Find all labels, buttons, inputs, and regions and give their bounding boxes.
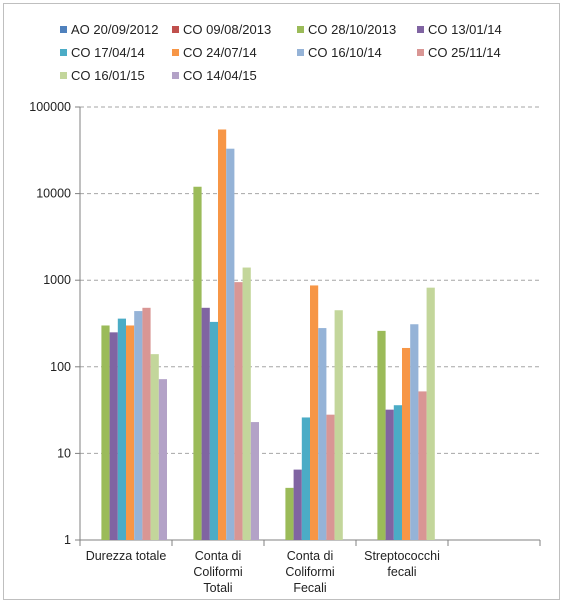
bar: [142, 307, 151, 540]
bar: [393, 405, 402, 540]
x-category-line: Durezza totale: [86, 549, 167, 563]
bar: [234, 282, 243, 540]
bar: [209, 321, 218, 540]
legend-label: CO 13/01/14: [428, 22, 502, 37]
bar: [426, 287, 435, 540]
legend-item: CO 24/07/14: [172, 45, 257, 61]
bar: [250, 422, 259, 540]
x-category-label: Durezza totale: [86, 549, 167, 563]
legend-swatch: [297, 26, 304, 33]
x-category-line: Coliformi: [285, 565, 334, 579]
bar: [126, 325, 135, 540]
bar: [218, 129, 227, 540]
bar: [293, 469, 302, 540]
legend-label: CO 16/01/15: [71, 68, 145, 83]
y-tick-label: 10000: [36, 187, 71, 201]
bar: [377, 330, 386, 540]
bar: [101, 325, 110, 540]
legend-item: CO 25/11/14: [417, 45, 501, 61]
legend-item: AO 20/09/2012: [60, 22, 158, 38]
bar: [334, 310, 343, 540]
x-category-label: Conta di Coliformi Fecali: [285, 549, 334, 595]
bar: [326, 414, 335, 540]
bar: [193, 186, 202, 540]
y-tick-label: 1000: [43, 273, 71, 287]
legend-swatch: [172, 49, 179, 56]
legend-swatch: [297, 49, 304, 56]
x-category-line: Fecali: [293, 581, 326, 595]
bar: [242, 267, 251, 540]
legend-label: AO 20/09/2012: [71, 22, 159, 37]
chart-legend: AO 20/09/2012 CO 09/08/2013 CO 28/10/2013 C…: [0, 0, 565, 90]
y-tick-label: 1: [64, 533, 71, 547]
legend-item: CO 28/10/2013: [297, 22, 396, 38]
legend-swatch: [60, 72, 67, 79]
legend-swatch: [417, 49, 424, 56]
bar: [385, 409, 394, 540]
legend-swatch: [417, 26, 424, 33]
legend-item: CO 09/08/2013: [172, 22, 271, 38]
x-category-label: Streptococchi fecali: [364, 549, 440, 579]
x-category-line: fecali: [387, 565, 416, 579]
legend-label: CO 14/04/15: [183, 68, 257, 83]
bar: [109, 332, 118, 540]
legend-swatch: [172, 26, 179, 33]
bar: [134, 311, 143, 540]
x-category-line: Streptococchi: [364, 549, 440, 563]
x-category-line: Conta di: [195, 549, 242, 563]
legend-item: CO 14/04/15: [172, 68, 257, 84]
x-category-line: Conta di: [287, 549, 334, 563]
chart-frame: [3, 3, 560, 600]
bar: [285, 487, 294, 540]
y-tick-label: 100000: [29, 100, 71, 114]
bar: [418, 391, 427, 540]
legend-item: CO 17/04/14: [60, 45, 145, 61]
bar: [402, 347, 411, 540]
legend-label: CO 24/07/14: [183, 45, 257, 60]
x-category-label: Conta di Coliformi Totali: [193, 549, 242, 595]
legend-item: CO 16/10/14: [297, 45, 382, 61]
bar: [117, 318, 126, 540]
legend-item: CO 13/01/14: [417, 22, 502, 38]
legend-label: CO 28/10/2013: [308, 22, 397, 37]
bar: [158, 379, 167, 540]
x-category-line: Coliformi: [193, 565, 242, 579]
bar: [318, 328, 327, 540]
legend-label: CO 16/10/14: [308, 45, 382, 60]
bar: [150, 354, 159, 540]
bar: [310, 285, 319, 540]
legend-swatch: [60, 49, 67, 56]
bar: [410, 324, 419, 540]
x-category-line: Totali: [203, 581, 232, 595]
legend-swatch: [172, 72, 179, 79]
bar: [226, 148, 235, 540]
legend-swatch: [60, 26, 67, 33]
y-tick-label: 100: [50, 360, 71, 374]
bar: [201, 307, 210, 540]
legend-label: CO 09/08/2013: [183, 22, 272, 37]
bar: [301, 417, 310, 540]
legend-label: CO 17/04/14: [71, 45, 145, 60]
legend-label: CO 25/11/14: [428, 45, 501, 60]
legend-item: CO 16/01/15: [60, 68, 145, 84]
y-tick-label: 10: [57, 446, 71, 460]
